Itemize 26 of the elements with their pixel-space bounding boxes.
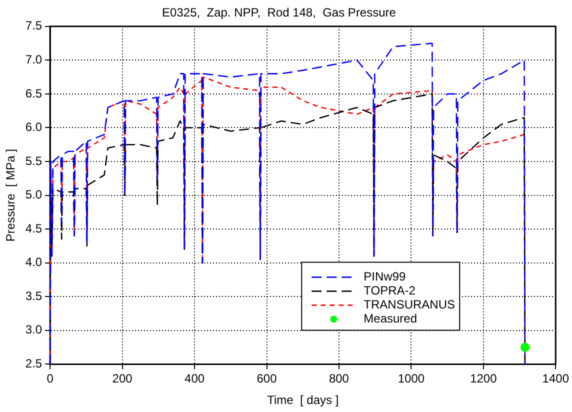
legend-label: PINw99 (364, 270, 406, 284)
x-tick-label: 0 (46, 372, 54, 386)
legend-label: TOPRA-2 (364, 284, 416, 298)
x-tick-label: 1000 (398, 372, 425, 386)
y-tick-label: 6.0 (25, 120, 42, 134)
x-tick-label: 200 (112, 372, 133, 386)
y-tick-label: 5.0 (25, 188, 42, 202)
x-tick-label: 1400 (542, 372, 570, 386)
y-tick-label: 3.5 (25, 288, 42, 303)
legend-label: Measured (364, 312, 418, 326)
y-tick-label: 3.0 (25, 322, 42, 337)
x-tick-label: 400 (184, 372, 205, 386)
y-tick-label: 7.5 (25, 18, 42, 33)
y-tick-label: 7.0 (25, 52, 42, 66)
chart-title: E0325, Zap. NPP, Rod 148, Gas Pressure (162, 6, 396, 20)
x-axis-title: Time [ days ] (267, 393, 339, 408)
y-tick-label: 5.5 (25, 154, 42, 168)
x-tick-label: 600 (256, 372, 278, 386)
y-tick-label: 4.5 (25, 221, 42, 236)
y-tick-label: 6.5 (25, 86, 42, 100)
legend-label: TRANSURANUS (364, 298, 455, 312)
y-tick-label: 4.0 (25, 255, 42, 270)
y-axis-title: Pressure [ MPa ] (4, 148, 18, 242)
y-tick-label: 2.5 (25, 356, 42, 371)
x-tick-label: 800 (328, 372, 350, 386)
x-tick-label: 1200 (470, 372, 498, 386)
